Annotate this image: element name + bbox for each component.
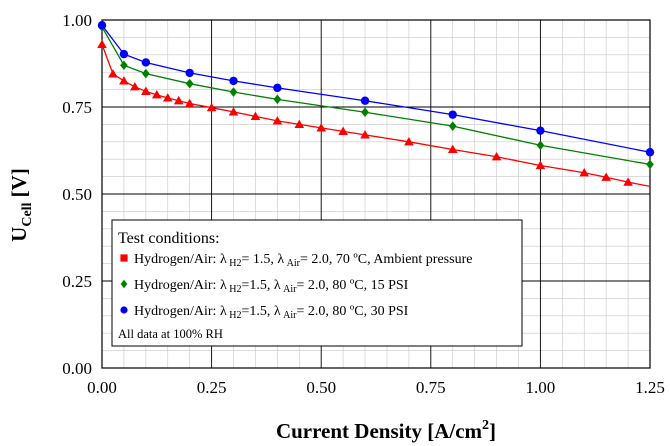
x-tick-label: 0.75 bbox=[416, 378, 446, 397]
data-point-triangle bbox=[206, 102, 217, 112]
series-2 bbox=[98, 22, 654, 170]
series-1 bbox=[97, 39, 651, 187]
data-point-diamond bbox=[120, 279, 128, 289]
data-point-circle bbox=[536, 126, 545, 135]
y-axis-title: UCell [V] bbox=[7, 168, 35, 242]
data-point-circle bbox=[229, 76, 238, 86]
legend-entry-2: Hydrogen/Air: λ H2=1.5, λ Air= 2.0, 80 º… bbox=[120, 278, 409, 295]
data-point-triangle bbox=[141, 86, 151, 95]
data-point-diamond bbox=[185, 78, 194, 89]
tick-labels: 0.00 0.25 0.50 0.75 1.00 1.25 0.00 0.25 0.50 0.75… bbox=[62, 11, 665, 397]
data-point-triangle bbox=[404, 137, 414, 146]
data-point-circle bbox=[645, 148, 655, 157]
x-tick-label: 0.50 bbox=[306, 378, 336, 397]
data-point-circle bbox=[273, 83, 282, 93]
y-tick-label: 0.50 bbox=[62, 185, 92, 204]
data-point-triangle bbox=[316, 123, 326, 132]
data-point-diamond bbox=[448, 121, 457, 131]
data-point-triangle bbox=[152, 90, 162, 99]
data-point-triangle bbox=[162, 93, 173, 102]
data-point-triangle bbox=[294, 119, 305, 128]
data-point-circle bbox=[120, 306, 128, 314]
legend-box bbox=[111, 219, 523, 347]
y-tick-label: 0.25 bbox=[62, 272, 92, 291]
data-point-diamond bbox=[273, 94, 282, 105]
data-point-triangle bbox=[360, 130, 370, 139]
data-point-circle bbox=[119, 49, 129, 59]
data-point-triangle bbox=[228, 107, 239, 116]
data-point-circle bbox=[360, 96, 370, 105]
data-point-triangle bbox=[130, 82, 140, 91]
legend-entry-1: Hydrogen/Air: λ H2= 1.5, λ Air= 2.0, 70 … bbox=[120, 252, 472, 269]
data-point-triangle bbox=[250, 111, 261, 120]
legend: Test conditions: Hydrogen/Air: λ H2= 1.5… bbox=[111, 219, 523, 347]
data-point-diamond bbox=[536, 140, 545, 151]
data-point-triangle bbox=[535, 160, 546, 170]
legend-entry-label: Hydrogen/Air: λ H2=1.5, λ Air= 2.0, 80 º… bbox=[134, 278, 409, 295]
data-point-triangle bbox=[447, 144, 458, 154]
legend-entry-3: Hydrogen/Air: λ H2=1.5, λ Air= 2.0, 80 º… bbox=[120, 304, 409, 321]
data-point-triangle bbox=[184, 98, 195, 108]
x-axis-title: Current Density [A/cm2] bbox=[276, 418, 496, 443]
series-line bbox=[101, 44, 651, 187]
x-tick-label: 1.25 bbox=[635, 378, 665, 397]
x-tick-label: 0.25 bbox=[197, 378, 227, 397]
legend-marker-square bbox=[120, 254, 128, 262]
data-point-circle bbox=[185, 68, 194, 78]
data-point-diamond bbox=[229, 87, 238, 97]
x-tick-label: 0.00 bbox=[87, 378, 117, 397]
data-point-circle bbox=[448, 110, 457, 119]
series-line bbox=[101, 26, 651, 166]
legend-note: All data at 100% RH bbox=[118, 327, 223, 341]
legend-entry-label: Hydrogen/Air: λ H2=1.5, λ Air= 2.0, 80 º… bbox=[134, 304, 409, 321]
legend-title: Test conditions: bbox=[118, 230, 220, 247]
y-tick-label: 1.00 bbox=[62, 11, 92, 30]
data-point-diamond bbox=[646, 159, 654, 170]
data-point-triangle bbox=[579, 167, 590, 177]
y-tick-label: 0.75 bbox=[62, 98, 92, 117]
data-point-triangle bbox=[97, 39, 107, 48]
data-point-triangle bbox=[173, 95, 184, 105]
series-3 bbox=[97, 21, 655, 157]
data-point-triangle bbox=[338, 126, 348, 135]
data-point-diamond bbox=[120, 60, 128, 71]
data-point-circle bbox=[141, 58, 151, 67]
y-tick-label: 0.00 bbox=[62, 359, 92, 378]
legend-entry-label: Hydrogen/Air: λ H2= 1.5, λ Air= 2.0, 70 … bbox=[134, 252, 472, 269]
data-point-triangle bbox=[272, 116, 283, 125]
data-point-triangle bbox=[108, 69, 118, 78]
data-point-diamond bbox=[142, 68, 150, 79]
data-point-triangle bbox=[491, 151, 502, 161]
legend-entries: Hydrogen/Air: λ H2= 1.5, λ Air= 2.0, 70 … bbox=[120, 252, 472, 321]
data-point-triangle bbox=[119, 76, 129, 85]
data-point-circle bbox=[97, 21, 107, 30]
data-point-diamond bbox=[361, 107, 369, 118]
x-tick-label: 1.00 bbox=[526, 378, 556, 397]
series-line bbox=[101, 24, 651, 153]
data-point-triangle bbox=[601, 172, 611, 181]
series-layer bbox=[97, 21, 655, 187]
plot-area-frame bbox=[101, 19, 651, 369]
data-point-triangle bbox=[623, 177, 633, 186]
